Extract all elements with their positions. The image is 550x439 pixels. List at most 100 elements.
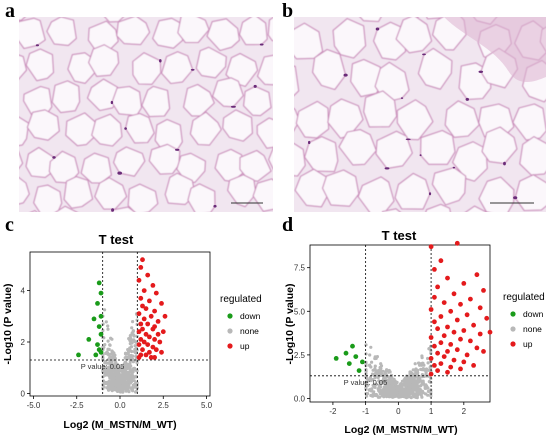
none-point	[404, 396, 409, 400]
nucleus	[422, 53, 426, 56]
up-point	[162, 313, 168, 319]
chart-title: T test	[99, 232, 134, 247]
nucleus	[117, 171, 122, 175]
nucleus	[384, 167, 390, 170]
none-point	[124, 380, 128, 384]
none-point	[133, 366, 137, 371]
none-point	[133, 344, 137, 348]
up-point	[484, 315, 490, 321]
adipocyte-cell	[164, 172, 196, 205]
none-point	[404, 385, 408, 389]
adipocyte-cell	[359, 17, 382, 23]
up-point	[136, 329, 142, 335]
up-point	[138, 265, 144, 270]
up-point	[147, 298, 152, 304]
legend-entry-up: up	[240, 341, 250, 351]
none-point	[390, 381, 394, 385]
none-point	[378, 385, 383, 389]
down-point	[346, 361, 352, 366]
none-point	[106, 324, 110, 328]
none-point	[373, 382, 377, 386]
chart-title: T test	[382, 228, 417, 243]
up-point	[143, 331, 149, 337]
y-tick-label: 4	[21, 287, 26, 296]
up-point	[451, 291, 457, 297]
nucleus	[405, 138, 411, 141]
up-point	[140, 326, 145, 332]
none-point	[372, 392, 376, 396]
adipocyte-cell	[256, 117, 273, 149]
x-axis-label: Log2 (M_MSTN/M_WT)	[344, 424, 457, 436]
none-point	[386, 386, 390, 390]
none-point	[424, 372, 428, 376]
none-point	[373, 385, 377, 389]
adipocyte-cell	[65, 112, 96, 147]
none-point	[125, 383, 129, 387]
nucleus	[428, 192, 432, 196]
down-point	[360, 359, 365, 365]
none-point	[109, 373, 113, 377]
adipocyte-cell	[394, 172, 431, 210]
none-point	[370, 360, 374, 364]
up-point	[140, 347, 145, 353]
none-point	[131, 354, 135, 358]
y-tick-label: 2	[21, 338, 26, 347]
adipocyte-cell	[111, 206, 136, 212]
up-point	[136, 355, 142, 360]
up-point	[487, 329, 493, 335]
adipocyte-cell	[363, 90, 398, 128]
up-point	[448, 364, 454, 370]
none-point	[128, 334, 132, 338]
none-point	[115, 369, 119, 373]
none-point	[368, 388, 372, 392]
none-point	[128, 342, 132, 346]
up-point	[468, 338, 473, 344]
none-point	[116, 373, 120, 377]
none-point	[109, 363, 113, 367]
nucleus	[230, 105, 236, 108]
adipocyte-cell	[225, 52, 259, 87]
micrograph-a	[19, 17, 273, 212]
up-point	[438, 258, 444, 264]
none-point	[399, 382, 403, 386]
plot-area: -5.0 -2.5 0.0 2.5 5.0 0 2 4	[21, 251, 213, 410]
none-point	[130, 326, 134, 330]
up-point	[155, 331, 161, 337]
none-point	[404, 376, 408, 380]
up-point	[464, 312, 470, 318]
up-point	[441, 300, 447, 305]
up-point	[138, 295, 144, 301]
legend-title: regulated	[220, 294, 262, 305]
none-point	[101, 328, 105, 333]
up-point	[468, 296, 473, 302]
none-point	[413, 384, 417, 388]
up-point	[148, 355, 154, 360]
up-point	[461, 281, 467, 286]
adipocyte-cell	[176, 152, 206, 183]
nucleus	[375, 27, 380, 31]
none-point	[103, 373, 107, 377]
up-point	[428, 335, 434, 340]
up-point	[432, 343, 437, 349]
none-point	[133, 348, 137, 352]
adipocyte-cell	[444, 100, 480, 138]
none-point	[109, 384, 113, 388]
none-point	[364, 362, 368, 366]
none-point	[111, 378, 115, 382]
none-point	[105, 350, 109, 354]
x-tick-label: -1	[362, 407, 370, 416]
none-point	[413, 362, 417, 366]
down-point	[98, 349, 104, 355]
none-point	[382, 385, 387, 389]
up-point	[136, 311, 142, 317]
none-point	[135, 369, 139, 373]
none-point	[128, 381, 133, 385]
up-point	[136, 277, 142, 283]
adipocyte-cell	[381, 208, 401, 212]
none-point	[395, 385, 399, 389]
x-tick-label: -2	[329, 407, 337, 416]
adipocyte-cell	[177, 17, 210, 44]
adipocyte-cell	[46, 17, 77, 46]
none-point	[429, 394, 433, 398]
down-point	[356, 368, 362, 373]
